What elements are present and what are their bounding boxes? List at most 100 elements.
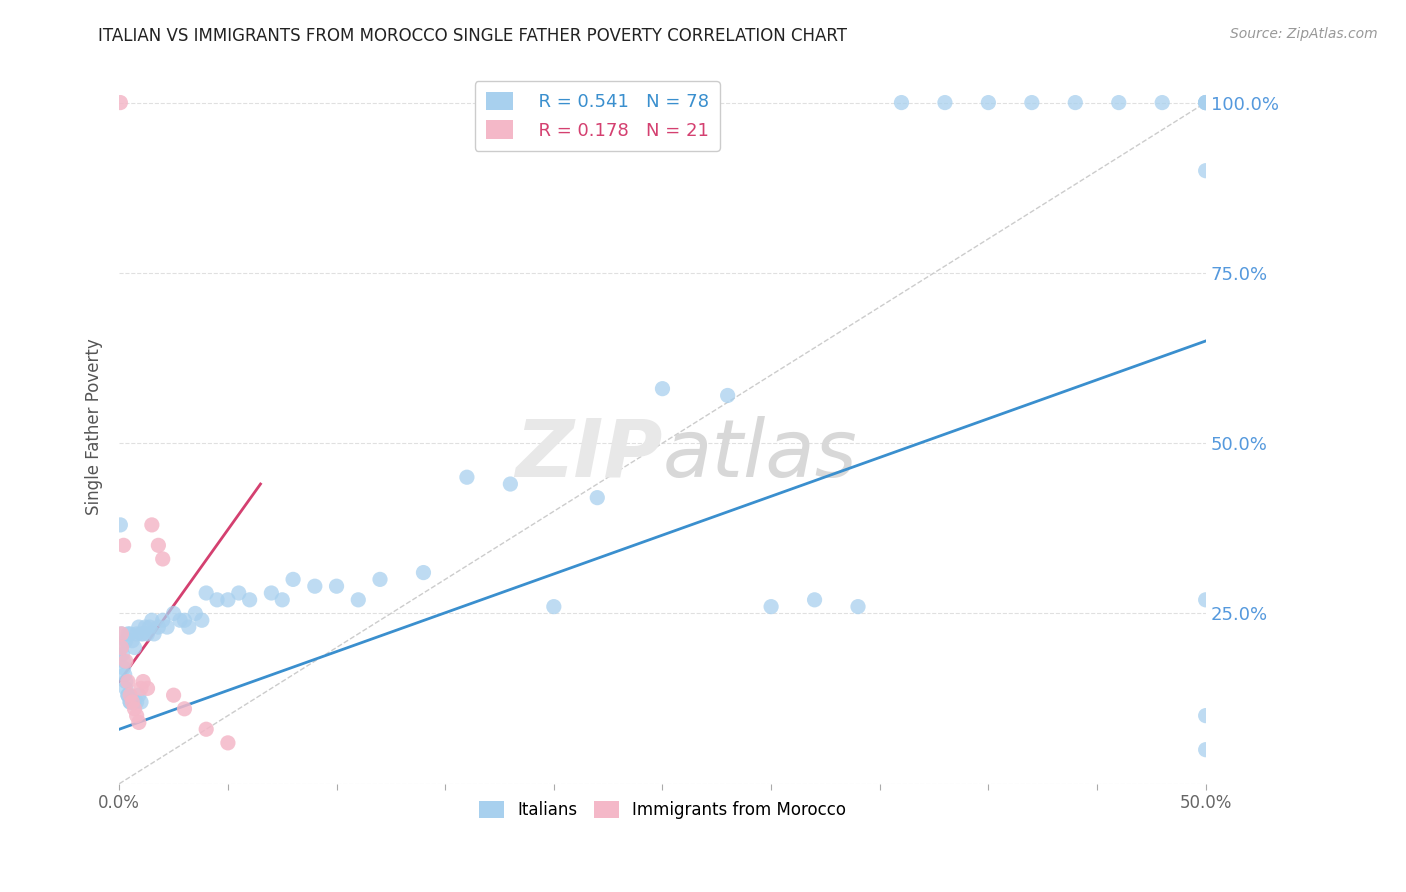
Point [111,648,134,662]
Point [412,566,434,580]
Point [347,592,370,607]
Point [977,95,1000,110]
Point [114,667,136,681]
Point [114,654,136,668]
Point [260,586,283,600]
Point [239,592,262,607]
Point [717,388,740,402]
Point [148,620,170,634]
Point [173,702,195,716]
Point [110,627,132,641]
Point [169,613,191,627]
Point [228,586,250,600]
Point [173,613,195,627]
Point [271,592,294,607]
Point [124,695,146,709]
Point [129,695,152,709]
Point [1108,95,1130,110]
Point [934,95,956,110]
Point [110,640,132,655]
Point [456,470,478,484]
Point [759,599,782,614]
Point [195,586,218,600]
Text: atlas: atlas [662,416,858,494]
Point [110,95,132,110]
Point [114,674,136,689]
Point [1021,95,1043,110]
Point [121,695,143,709]
Point [128,715,150,730]
Point [195,723,218,737]
Point [125,695,148,709]
Point [117,688,139,702]
Point [124,640,146,655]
Point [162,688,184,702]
Point [136,627,159,641]
Point [112,661,135,675]
Point [141,517,163,532]
Legend: Italians, Immigrants from Morocco: Italians, Immigrants from Morocco [472,794,853,825]
Point [304,579,326,593]
Point [281,573,304,587]
Text: ITALIAN VS IMMIGRANTS FROM MOROCCO SINGLE FATHER POVERTY CORRELATION CHART: ITALIAN VS IMMIGRANTS FROM MOROCCO SINGL… [98,27,848,45]
Point [217,736,239,750]
Point [1195,163,1218,178]
Point [152,613,174,627]
Point [177,620,200,634]
Point [125,708,148,723]
Point [1195,708,1218,723]
Point [148,538,170,552]
Point [129,627,152,641]
Point [112,654,135,668]
Point [890,95,912,110]
Point [120,695,142,709]
Point [205,592,228,607]
Point [136,681,159,696]
Point [1195,742,1218,756]
Point [132,627,155,641]
Point [184,607,207,621]
Point [1064,95,1087,110]
Point [156,620,179,634]
Text: ZIP: ZIP [515,416,662,494]
Point [143,627,166,641]
Point [586,491,609,505]
Point [117,674,139,689]
Point [128,688,150,702]
Y-axis label: Single Father Poverty: Single Father Poverty [86,338,103,515]
Point [121,695,143,709]
Point [110,517,132,532]
Point [325,579,347,593]
Point [191,613,214,627]
Point [846,599,869,614]
Point [217,592,239,607]
Point [162,607,184,621]
Point [1195,95,1218,110]
Point [128,620,150,634]
Point [120,695,142,709]
Point [114,681,136,696]
Point [112,538,135,552]
Point [368,573,391,587]
Point [120,627,142,641]
Point [120,688,142,702]
Point [110,640,132,655]
Point [141,613,163,627]
Point [1195,95,1218,110]
Point [129,681,152,696]
Point [125,627,148,641]
Point [499,477,522,491]
Point [110,627,132,641]
Point [651,382,673,396]
Point [117,627,139,641]
Point [138,620,160,634]
Point [134,620,156,634]
Point [124,702,146,716]
Point [121,633,143,648]
Point [1195,95,1218,110]
Point [543,599,565,614]
Point [152,552,174,566]
Point [1195,592,1218,607]
Point [1152,95,1174,110]
Point [117,688,139,702]
